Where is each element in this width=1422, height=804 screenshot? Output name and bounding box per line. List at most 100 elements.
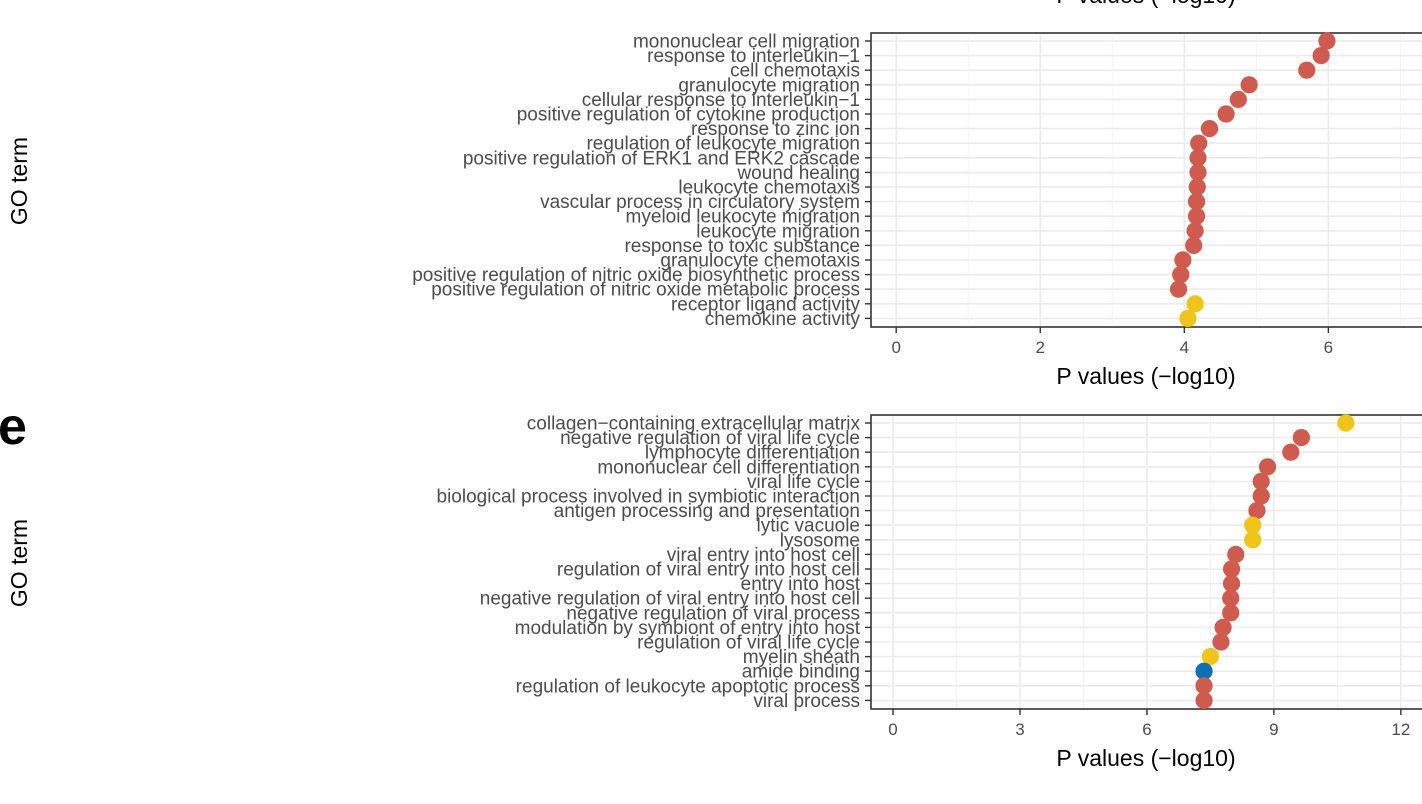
data-point [1172,266,1190,284]
cropped-axis-title: P values (−log10) [1056,0,1235,8]
go-term-label: regulation of viral entry into host cell [557,560,860,581]
x-tick-label: 2 [1036,338,1045,357]
data-point [1244,531,1262,549]
data-point [1189,149,1207,167]
data-point [1195,662,1213,680]
go-term-label: leukocyte migration [696,221,860,242]
data-point [1222,560,1241,578]
go-term-label: response to toxic substance [624,236,860,257]
plot-frame [870,32,1422,328]
data-point [1240,76,1258,94]
x-tick-label: 6 [1324,338,1333,357]
data-point [1298,61,1316,79]
data-point [1318,32,1336,50]
data-point [1188,178,1206,196]
go-term-label: myeloid leukocyte migration [626,207,860,228]
data-points [1195,414,1355,710]
go-term-label: viral life cycle [747,472,860,493]
go-term-label: positive regulation of nitric oxide meta… [431,280,860,301]
go-term-label: collagen−containing extracellular matrix [527,414,861,435]
go-term-label: myelin sheath [743,647,860,668]
data-point [1222,589,1240,607]
go-term-label: regulation of viral life cycle [637,633,860,654]
data-point [1201,648,1220,666]
go-term-label: regulation of leukocyte migration [586,134,860,155]
data-point [1189,163,1207,181]
x-axis-title: P values (−log10) [1056,745,1235,771]
go-term-label: cellular response to interleukin−1 [582,90,860,111]
data-point [1212,633,1230,651]
go-term-label: positive regulation of ERK1 and ERK2 cas… [463,148,860,169]
go-term-label: vascular process in circulatory system [540,192,860,213]
data-point [1214,618,1232,637]
go-term-label: receptor ligand activity [671,294,861,315]
grid-lines [872,416,1422,708]
data-point [1190,134,1208,152]
data-point [1252,487,1270,505]
data-point [1252,472,1270,490]
x-tick-label: 0 [891,338,900,357]
go-term-label: leukocyte chemotaxis [678,178,860,199]
data-point [1185,236,1203,254]
data-point [1187,207,1206,225]
go-term-label: biological process involved in symbiotic… [437,487,860,508]
data-point [1200,120,1219,138]
go-term-label: granulocyte chemotaxis [660,251,860,272]
go-term-label: positive regulation of nitric oxide bios… [412,265,860,286]
go-term-label: positive regulation of cytokine producti… [517,105,860,126]
data-point [1292,429,1310,447]
data-points [1169,32,1336,327]
panel-label: e [0,398,27,456]
go-term-label: granulocyte migration [678,75,860,96]
go-term-label: response to zinc ion [691,119,860,140]
data-point [1222,604,1240,622]
go-term-label: lymphocyte differentiation [645,443,860,464]
go-term-label: cell chemotaxis [730,61,860,82]
go-term-label: lysosome [780,530,860,551]
go-term-label: lytic vacuole [757,516,861,537]
data-point [1186,295,1204,313]
data-point [1282,443,1300,461]
go-term-label: mononuclear cell differentiation [597,457,860,478]
go-term-label: amide binding [742,662,860,683]
y-axis-title: GO term [6,519,32,607]
x-axis-ticks: 0 3 6 9 12 [888,709,1410,739]
data-point [1337,414,1355,432]
data-point [1187,193,1206,211]
go-term-label: negative regulation of viral process [566,603,860,624]
lower-dot-plot-panel: e GO term collagen−containing extracellu… [0,398,1422,771]
data-point [1174,251,1192,269]
x-tick-label: 6 [1142,720,1151,739]
go-term-label: entry into host [741,574,861,595]
x-tick-label: 4 [1180,338,1189,357]
x-axis-title: P values (−log10) [1056,363,1235,389]
go-term-label: mononuclear cell migration [633,32,860,53]
go-term-label: viral process [753,691,860,712]
data-point [1195,691,1213,710]
y-axis-title: GO term [6,137,32,225]
data-point [1248,502,1266,520]
x-tick-label: 12 [1391,720,1410,739]
go-term-label: antigen processing and presentation [554,501,860,522]
go-term-label: response to interleukin−1 [647,46,860,67]
go-term-label: regulation of leukocyte apoptotic proces… [516,676,860,697]
data-point [1222,575,1241,593]
data-point [1312,47,1330,65]
go-term-label: chemokine activity [705,309,861,330]
data-point [1186,222,1204,240]
data-point [1244,516,1262,534]
x-tick-label: 3 [1015,720,1024,739]
go-term-labels: collagen−containing extracellular matrix… [437,414,871,712]
go-term-label: wound healing [736,163,860,184]
x-tick-label: 9 [1269,720,1278,739]
data-point [1229,90,1247,108]
data-point [1169,280,1188,298]
x-axis-ticks: 0 2 4 6 [891,327,1333,357]
x-tick-label: 0 [888,720,897,739]
data-point [1195,677,1213,695]
go-term-label: viral entry into host cell [667,545,860,566]
data-point [1227,545,1245,564]
go-term-label: negative regulation of viral life cycle [560,428,860,449]
